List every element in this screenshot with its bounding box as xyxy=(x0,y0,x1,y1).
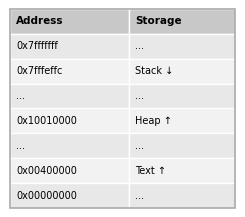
Bar xyxy=(10,59,129,84)
Bar xyxy=(129,108,235,133)
Text: ...: ... xyxy=(135,91,144,101)
Text: 0x7fffffff: 0x7fffffff xyxy=(16,41,58,51)
Bar xyxy=(10,108,129,133)
Bar xyxy=(129,183,235,208)
Text: Heap ↑: Heap ↑ xyxy=(135,116,172,126)
Bar xyxy=(10,133,129,158)
Bar xyxy=(10,34,129,59)
Bar xyxy=(129,9,235,34)
Bar xyxy=(10,158,129,183)
Bar xyxy=(129,133,235,158)
Text: ...: ... xyxy=(135,191,144,201)
Bar xyxy=(10,9,129,34)
Text: 0x00000000: 0x00000000 xyxy=(16,191,77,201)
Text: Address: Address xyxy=(16,16,63,26)
Bar xyxy=(129,34,235,59)
Text: Storage: Storage xyxy=(135,16,182,26)
Text: Stack ↓: Stack ↓ xyxy=(135,66,174,76)
Bar xyxy=(129,59,235,84)
Text: 0x00400000: 0x00400000 xyxy=(16,166,77,176)
Text: Text ↑: Text ↑ xyxy=(135,166,166,176)
Text: 0x10010000: 0x10010000 xyxy=(16,116,77,126)
Bar xyxy=(10,183,129,208)
Bar xyxy=(129,84,235,108)
Text: ...: ... xyxy=(135,41,144,51)
Bar xyxy=(10,84,129,108)
Text: ...: ... xyxy=(135,141,144,151)
Text: 0x7fffeffc: 0x7fffeffc xyxy=(16,66,62,76)
Text: ...: ... xyxy=(16,141,25,151)
Text: ...: ... xyxy=(16,91,25,101)
Bar xyxy=(129,158,235,183)
